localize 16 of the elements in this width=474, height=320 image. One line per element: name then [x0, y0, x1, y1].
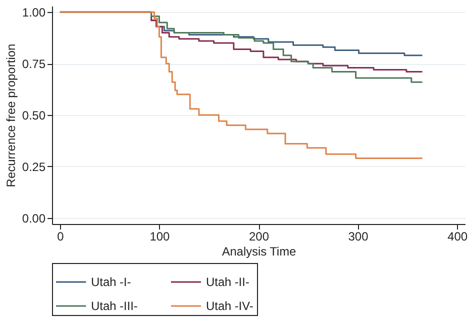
legend-label: Utah -III-: [91, 299, 138, 313]
x-tick-label: 400: [448, 230, 468, 244]
legend-label: Utah -I-: [91, 275, 132, 289]
y-tick-label: 0.75: [22, 57, 46, 72]
y-tick-label: 0.00: [22, 211, 46, 226]
x-tick-label: 200: [248, 230, 270, 244]
x-tick-label: 0: [57, 230, 64, 244]
x-tick-label: 300: [348, 230, 369, 244]
y-tick-label: 0.50: [22, 108, 46, 122]
y-axis-title: Recurrence free proportion: [4, 44, 18, 188]
legend-label: Utah -IV-: [206, 299, 254, 313]
y-tick-label: 0.25: [22, 160, 46, 174]
y-tick-label: 1.00: [22, 6, 46, 20]
x-axis-title: Analysis Time: [222, 244, 296, 258]
legend-label: Utah -II-: [206, 275, 250, 289]
x-tick-label: 100: [150, 230, 170, 244]
